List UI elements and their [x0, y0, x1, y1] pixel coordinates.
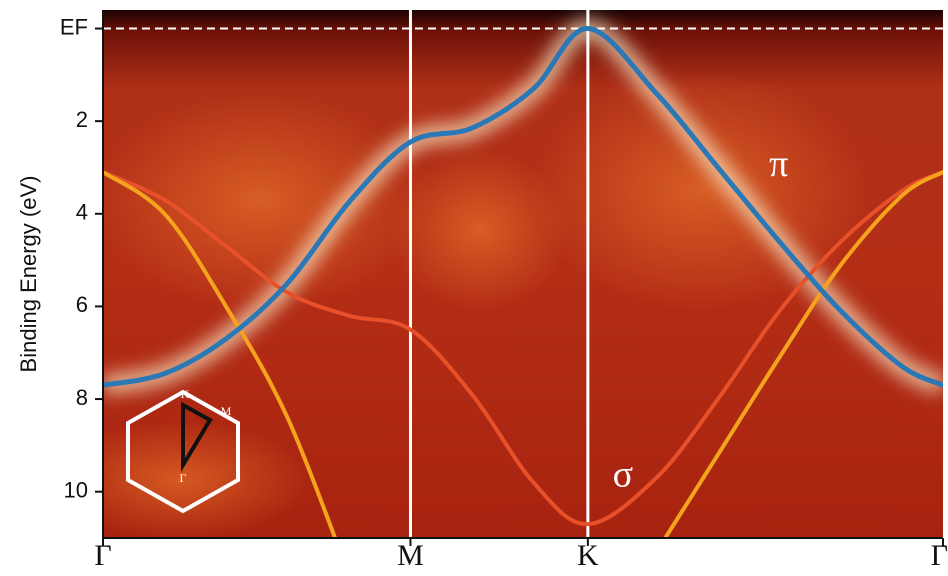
y-tick-label: 6 — [76, 292, 88, 317]
y-tick-label: 10 — [64, 477, 88, 502]
x-tick-label: K — [577, 539, 599, 572]
y-tick-label: EF — [60, 14, 88, 39]
y-tick-label: 8 — [76, 385, 88, 410]
y-tick-label: 2 — [76, 107, 88, 132]
y-axis-label: Binding Energy (eV) — [16, 176, 41, 373]
band-label: π — [769, 143, 788, 185]
brillouin-zone-inset: K M Γ — [126, 387, 240, 514]
hexagon — [126, 389, 240, 514]
plot-area — [103, 10, 943, 538]
inset-label: K — [181, 387, 190, 401]
band-label: σ — [613, 454, 633, 496]
y-tick-label: 4 — [76, 200, 88, 225]
band-line — [103, 170, 943, 538]
triangle-path — [181, 401, 213, 473]
inset-label: M — [221, 404, 232, 418]
band-line — [103, 26, 943, 388]
x-tick-label: Γ — [931, 539, 948, 572]
x-tick-label: Γ — [94, 539, 111, 572]
inset-label: Γ — [180, 471, 187, 485]
